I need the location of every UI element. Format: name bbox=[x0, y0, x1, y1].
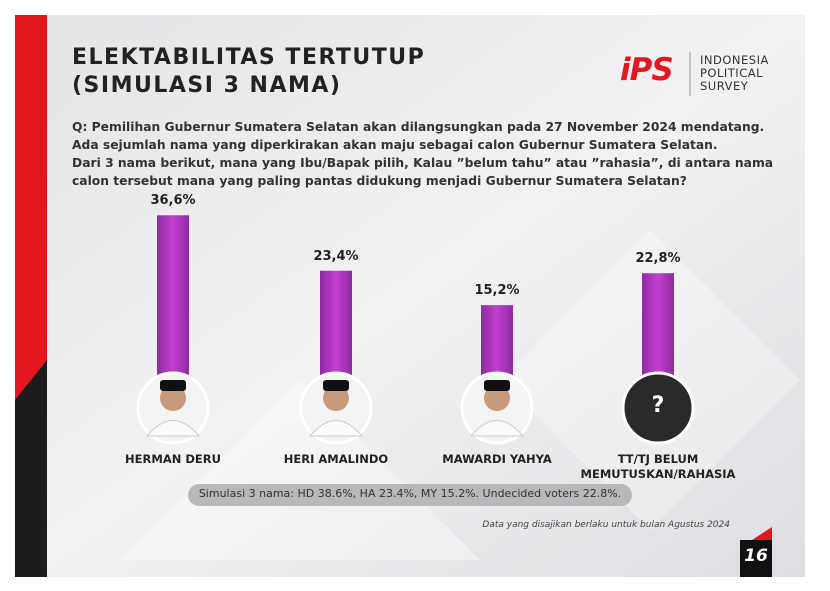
avatar-body bbox=[145, 420, 201, 437]
logo-mark: iPS bbox=[620, 52, 674, 88]
avatar-head bbox=[484, 385, 510, 411]
note: Data yang disajikan berlaku untuk bulan … bbox=[482, 520, 730, 530]
page-box bbox=[740, 540, 772, 577]
question: Q: Pemilihan Gubernur Sumatera Selatan a… bbox=[72, 120, 774, 188]
side-band-dark bbox=[15, 360, 47, 577]
category-label: HERI AMALINDO bbox=[283, 452, 389, 466]
page-number: 16 bbox=[744, 546, 768, 566]
avatar-hat bbox=[160, 380, 186, 391]
category-label: HERMAN DERU bbox=[125, 452, 221, 466]
value-label: 23,4% bbox=[313, 248, 359, 264]
value-label: 22,8% bbox=[635, 251, 681, 267]
avatar-head bbox=[323, 385, 349, 411]
avatar-body bbox=[308, 420, 364, 437]
category-label: TT/TJ BELUM MEMUTUSKAN/RAHASIA bbox=[580, 452, 736, 481]
value-label: 36,6% bbox=[150, 193, 196, 209]
logo-text: INDONESIA POLITICAL SURVEY bbox=[700, 53, 769, 93]
value-label: 15,2% bbox=[474, 283, 520, 299]
summary-pill bbox=[188, 484, 632, 506]
avatar-body bbox=[469, 420, 525, 437]
unknown-icon: ? bbox=[651, 393, 665, 418]
bar bbox=[157, 215, 189, 399]
avatar-hat bbox=[323, 380, 349, 391]
category-label: MAWARDI YAHYA bbox=[442, 452, 552, 466]
deco bbox=[120, 380, 480, 560]
avatar-head bbox=[160, 385, 186, 411]
summary: Simulasi 3 nama: HD 38.6%, HA 23.4%, MY … bbox=[198, 487, 622, 500]
avatar bbox=[621, 371, 695, 445]
avatar-hat bbox=[484, 380, 510, 391]
title: ELEKTABILITAS TERTUTUP (SIMULASI 3 NAMA) bbox=[72, 45, 426, 98]
